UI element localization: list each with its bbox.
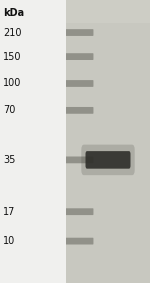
FancyBboxPatch shape	[81, 145, 135, 175]
Text: 70: 70	[3, 105, 15, 115]
FancyBboxPatch shape	[66, 29, 93, 36]
FancyBboxPatch shape	[85, 151, 130, 169]
Text: kDa: kDa	[3, 8, 24, 18]
FancyBboxPatch shape	[66, 107, 93, 114]
Polygon shape	[66, 0, 150, 283]
Text: 100: 100	[3, 78, 21, 89]
Text: 35: 35	[3, 155, 15, 165]
Text: 10: 10	[3, 236, 15, 246]
Text: 150: 150	[3, 52, 21, 62]
FancyBboxPatch shape	[66, 53, 93, 60]
Polygon shape	[0, 0, 66, 283]
Text: 17: 17	[3, 207, 15, 217]
FancyBboxPatch shape	[66, 208, 93, 215]
Polygon shape	[66, 0, 150, 23]
FancyBboxPatch shape	[66, 80, 93, 87]
Text: 210: 210	[3, 27, 21, 38]
FancyBboxPatch shape	[66, 156, 93, 163]
FancyBboxPatch shape	[66, 238, 93, 245]
